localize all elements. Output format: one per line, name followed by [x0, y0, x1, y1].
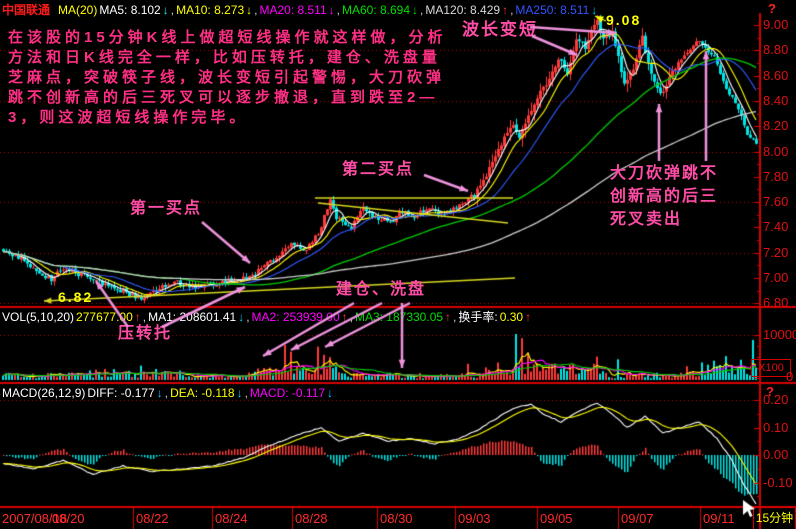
- vol-current-value: 277677.00: [76, 309, 133, 324]
- ma-values-list: MA5: 8.102 ↓, MA10: 8.273 ↓, MA20: 8.511 ↓,…: [99, 3, 599, 17]
- macd-item-label: MACD: -0.117: [249, 386, 326, 400]
- macd-item-arrow: ↓: [236, 386, 243, 400]
- date-label: 08/22: [136, 511, 169, 526]
- vol-ma-sep: ,: [349, 309, 353, 324]
- price-axis-label: 6.80: [763, 295, 789, 311]
- price-axis-label: 7.20: [763, 244, 789, 260]
- ma-item-sep: ,: [336, 2, 340, 17]
- period-selector[interactable]: 15分钟: [753, 507, 796, 529]
- analysis-note-line: 方法和日K线完全一样，比如压转托，建仓、洗盘量: [8, 49, 441, 66]
- annotation-peak-price: 9.08: [606, 12, 642, 28]
- macd-axis-label: 0.00: [763, 447, 789, 462]
- ma-item-sep: ,: [510, 2, 514, 17]
- macd-item-label: DEA: -0.118: [170, 386, 235, 400]
- macd-item-sep: ,: [244, 386, 248, 400]
- ma-item-label: MA60: 8.694: [341, 2, 411, 17]
- macd-item-sep: ,: [164, 386, 169, 400]
- ma-item-arrow: ↓: [412, 2, 419, 17]
- analysis-note-line: 3，则这波超短线操作完毕。: [8, 109, 249, 126]
- volume-axis-top-label: 10000: [763, 327, 796, 342]
- annotation-press-support: 压转托: [118, 325, 173, 342]
- ma-set-label: MA(20): [58, 2, 98, 17]
- help-icon-main[interactable]: ?: [768, 1, 776, 16]
- vol-ma-label: MA3: 187330.05: [354, 309, 444, 324]
- sell-note-line: 创新高的后三: [610, 188, 719, 205]
- volume-axis-zero-label: 0: [786, 369, 794, 384]
- stock-name: 中国联通: [2, 3, 51, 17]
- macd-item-arrow: ↓: [327, 386, 334, 400]
- macd-axis-label: 0.10: [763, 419, 789, 435]
- annotation-second-buy: 第二买点: [342, 161, 415, 178]
- volume-header-row: VOL(5,10,20) 277677.00 ↑, MA1: 208601.41 ↓,…: [2, 308, 533, 325]
- macd-axis-label: -0.10: [763, 474, 793, 490]
- price-axis-label: 7.00: [763, 270, 789, 285]
- indicator-header-row: 中国联通 MA(20) MA5: 8.102 ↓, MA10: 8.273 ↓, M…: [2, 1, 601, 18]
- date-label: 09/03: [458, 511, 491, 526]
- macd-item-label: DIFF: -0.177: [87, 386, 155, 400]
- sell-note-line: 死叉卖出: [610, 211, 683, 228]
- ma-item-arrow: ↑: [502, 2, 509, 17]
- price-axis-label: 8.40: [763, 92, 789, 108]
- date-label: 08/30: [380, 511, 413, 526]
- analysis-note-line: 芝麻点，突破筷子线，波长变短引起警惕，大刀砍弹: [8, 69, 446, 86]
- vol-sep: ,: [453, 309, 457, 324]
- volume-multiplier-badge: X100: [751, 359, 791, 377]
- vol-ma-sep: ,: [246, 309, 250, 324]
- vol-ma-arrow: ↑: [341, 309, 348, 324]
- vol-sep: ,: [142, 309, 147, 324]
- sell-note-annotation: 大刀砍弹跳不 创新高的后三 死叉卖出: [610, 162, 718, 231]
- annotation-first-buy: 第一买点: [130, 200, 203, 217]
- annotation-low-price: 6.82: [58, 289, 94, 305]
- ma-item-label: MA250: 8.511: [515, 2, 590, 17]
- vol-ma-arrow: ↑: [445, 309, 452, 324]
- price-axis-label: 8.00: [763, 143, 789, 159]
- analysis-note-paragraph: 在该股的15分钟K线上做超短线操作就这样做，分析 方法和日K线完全一样，比如压转托…: [8, 28, 447, 128]
- analysis-note-line: 跳不创新高的后三死叉可以逐步撤退，直到跌至2—: [8, 89, 439, 106]
- turnover-value: 0.30: [499, 309, 524, 324]
- ma-item-label: MA10: 8.273: [176, 2, 245, 17]
- macd-item-arrow: ↓: [156, 386, 163, 400]
- date-label: 08/24: [215, 511, 248, 526]
- vol-value-arrow: ↑: [134, 309, 141, 324]
- date-label: 09/11: [703, 511, 735, 526]
- vol-indicator-label: VOL(5,10,20): [2, 309, 75, 324]
- ma-item-label: MA5: 8.102: [99, 2, 161, 17]
- price-axis-label: 8.20: [763, 118, 789, 134]
- date-label: 08/20: [52, 511, 85, 526]
- price-axis-label: 8.60: [763, 67, 789, 83]
- ma-item-sep: ,: [420, 2, 424, 17]
- analysis-note-line: 在该股的15分钟K线上做超短线操作就这样做，分析: [8, 29, 447, 46]
- ma-item-label: MA120: 8.429: [425, 2, 501, 17]
- turnover-arrow: ↑: [525, 309, 532, 324]
- ma-item-arrow: ↓: [246, 2, 253, 17]
- macd-indicator-label: MACD(26,12,9): [2, 386, 86, 400]
- ma-item-sep: ,: [170, 2, 175, 17]
- annotation-build-wash: 建仓、洗盘: [336, 281, 427, 298]
- price-axis-label: 7.60: [763, 194, 789, 210]
- vol-ma-label: MA2: 253939.00: [251, 309, 340, 324]
- price-axis-label: 8.80: [763, 42, 789, 58]
- date-label: 09/05: [540, 511, 573, 526]
- ma-item-arrow: ↓: [328, 2, 335, 17]
- ma-item-arrow: ↓: [162, 2, 169, 17]
- turnover-label: 换手率:: [458, 310, 498, 324]
- date-label: 09/07: [621, 511, 654, 526]
- ma-item-arrow: ↓: [591, 2, 598, 17]
- sell-note-line: 大刀砍弹跳不: [610, 165, 719, 182]
- ma-item-sep: ,: [254, 2, 258, 17]
- annotation-wave-shorten: 波长变短: [462, 20, 538, 39]
- vol-ma-arrow: ↓: [238, 309, 245, 324]
- vol-ma-label: MA1: 208601.41: [148, 309, 237, 324]
- price-axis-label: 7.40: [763, 219, 789, 235]
- ma-item-label: MA20: 8.511: [259, 2, 327, 17]
- macd-axis-label: 0.20: [763, 392, 789, 407]
- macd-header-row: MACD(26,12,9) DIFF: -0.177 ↓, DEA: -0.118…: [2, 386, 335, 400]
- price-axis-label: 7.80: [763, 168, 789, 184]
- date-label: 08/28: [295, 511, 328, 526]
- price-axis-label: 9.00: [763, 17, 789, 32]
